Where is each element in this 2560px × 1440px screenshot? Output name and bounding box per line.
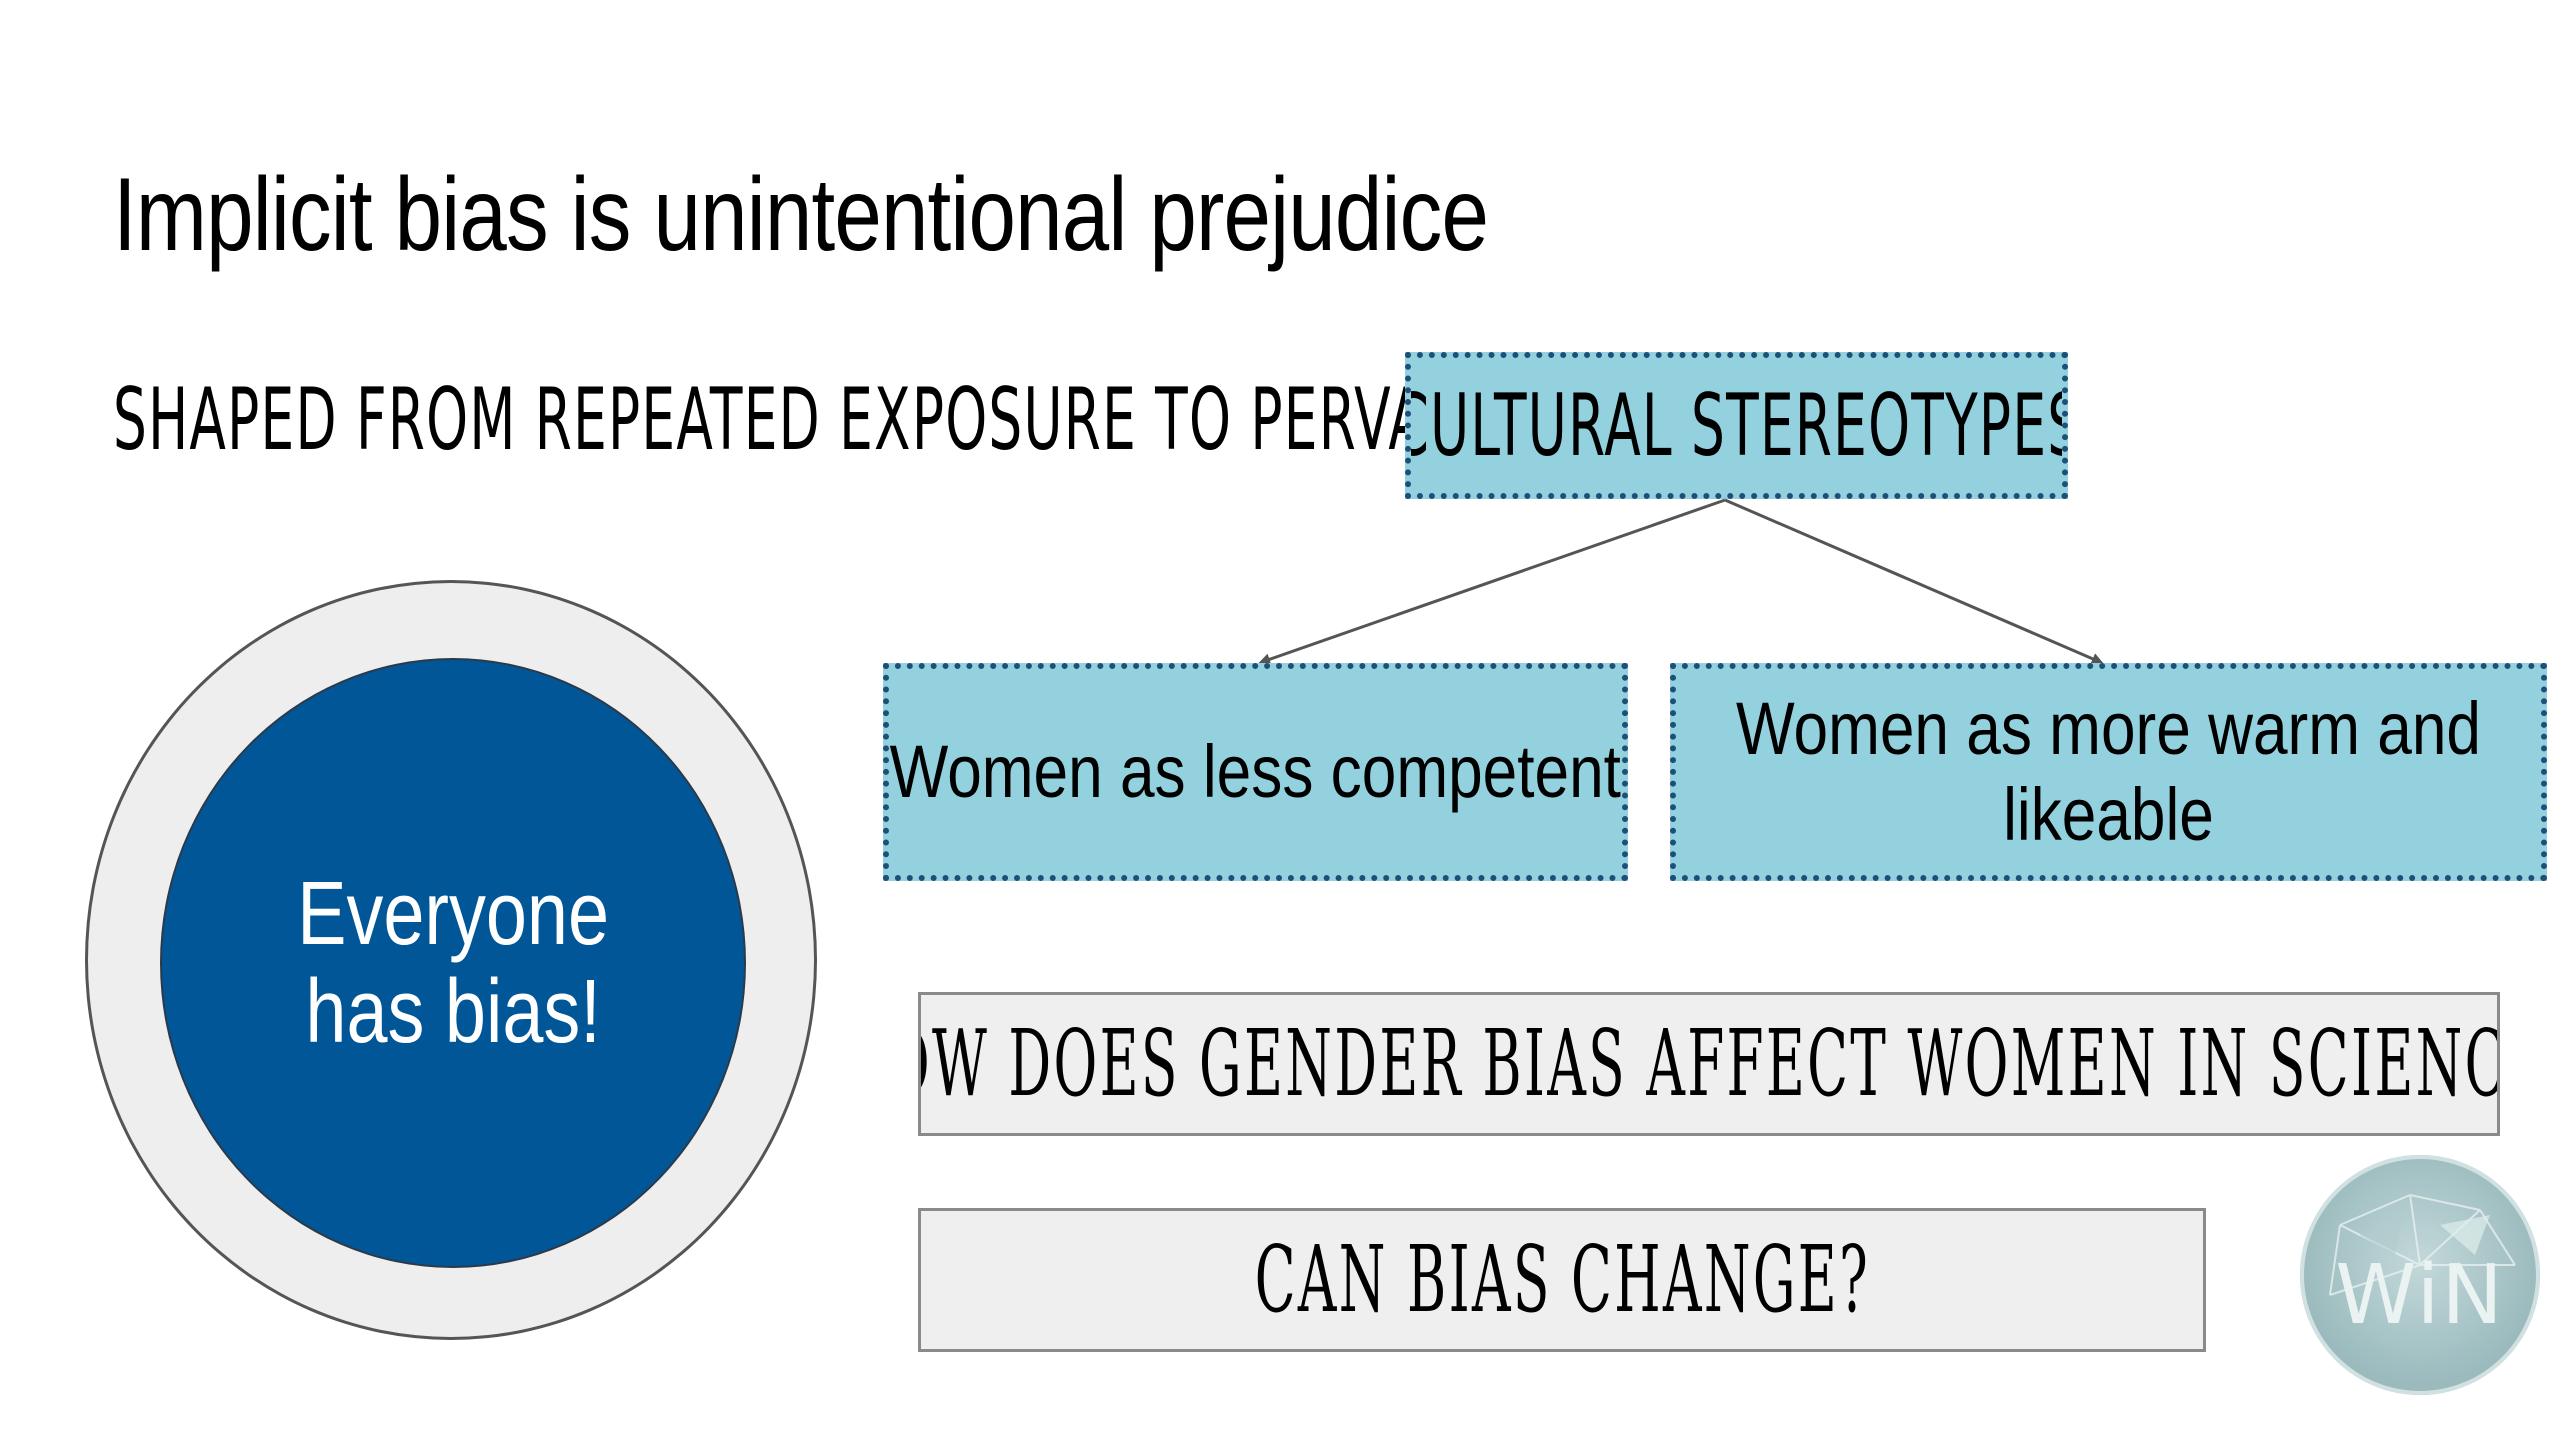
slide-subtitle: SHAPED FROM REPEATED EXPOSURE TO PERVASI… <box>113 370 1551 470</box>
question-can-bias-change-box: CAN BIAS CHANGE? <box>918 1208 2206 1352</box>
arrow-to-less-competent <box>1258 498 1726 666</box>
circle-text-line-2: has bias! <box>305 962 601 1062</box>
question-can-bias-change-text: CAN BIAS CHANGE? <box>1254 1226 1870 1333</box>
stereotype-warm-likeable-line-1: Women as more warm and <box>1735 687 2482 770</box>
logo-text: WiN <box>2335 1247 2505 1343</box>
cultural-stereotypes-box: CULTURAL STEREOTYPES <box>1405 352 2068 499</box>
slide-title: Implicit bias is unintentional prejudice <box>113 157 1489 273</box>
question-gender-bias-text: HOW DOES GENDER BIAS AFFECT WOMEN IN SCI… <box>918 1010 2500 1117</box>
stereotype-less-competent-text: Women as less competent <box>889 730 1622 813</box>
cultural-stereotypes-label: CULTURAL STEREOTYPES <box>1405 375 2068 476</box>
stereotype-less-competent-box: Women as less competent <box>883 663 1628 881</box>
question-gender-bias-box: HOW DOES GENDER BIAS AFFECT WOMEN IN SCI… <box>918 992 2500 1136</box>
stereotype-warm-likeable-box: Women as more warm and likeable <box>1670 663 2547 881</box>
stereotype-warm-likeable-line-2: likeable <box>2003 773 2214 856</box>
circle-text-line-1: Everyone <box>297 864 609 964</box>
network-icon <box>2329 1194 2516 1296</box>
arrow-to-warm-likeable <box>1724 498 2104 665</box>
everyone-has-bias-circle: Everyone has bias! <box>160 658 746 1268</box>
win-logo: WiN <box>2300 1155 2540 1395</box>
